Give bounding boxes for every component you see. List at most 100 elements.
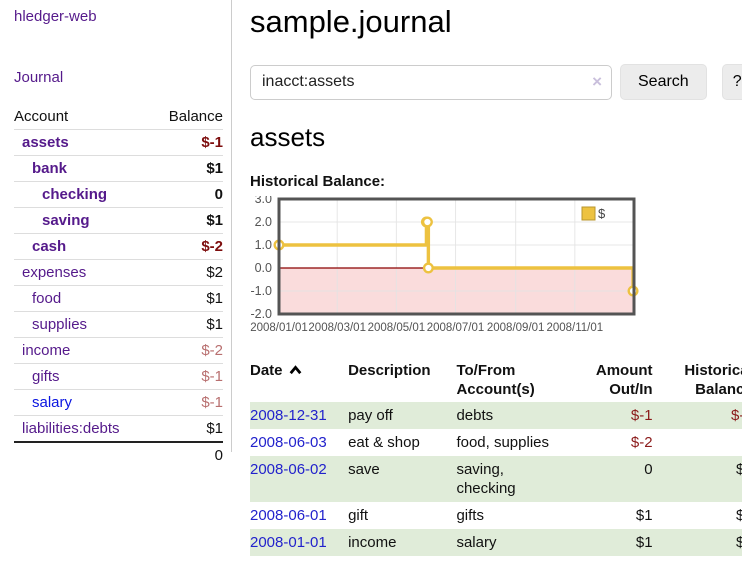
transaction-balance: $1	[736, 534, 742, 551]
account-link-expenses[interactable]: expenses	[22, 264, 87, 281]
account-total-row: 0	[14, 441, 223, 468]
account-link-bank[interactable]: bank	[32, 160, 68, 177]
svg-text:3.0: 3.0	[255, 196, 272, 206]
brand-link[interactable]: hledger-web	[14, 8, 97, 25]
column-header-description: Description	[348, 362, 431, 379]
account-link-salary[interactable]: salary	[32, 394, 73, 411]
register-table: Date Description To/From Account(s) Amou…	[250, 358, 742, 556]
account-balance: $1	[206, 160, 223, 177]
account-link-assets[interactable]: assets	[22, 134, 69, 151]
svg-text:1.0: 1.0	[255, 238, 272, 252]
account-link-checking[interactable]: checking	[42, 186, 108, 203]
transaction-accounts: salary	[456, 534, 497, 551]
account-row: salary $-1	[14, 389, 223, 415]
transaction-date-link[interactable]: 2008-12-31	[250, 407, 327, 424]
account-link-gifts[interactable]: gifts	[32, 368, 60, 385]
total-balance: 0	[214, 447, 223, 464]
svg-text:0.0: 0.0	[255, 261, 272, 275]
transaction-amount: 0	[644, 461, 653, 478]
transaction-row: 2008-12-31 pay off debts $-1 $-1	[250, 402, 742, 429]
transaction-balance: 0	[653, 429, 742, 456]
account-row: bank $1	[14, 155, 223, 181]
svg-text:2008/09/01: 2008/09/01	[487, 322, 545, 334]
account-balance: $1	[206, 212, 223, 229]
account-balance: $1	[206, 420, 223, 437]
historical-balance-chart: $3.0 2.0 1.0 0.0 -1.0 -2.0 2008/01/01 2008/03/0…	[243, 192, 742, 342]
svg-text:2.0: 2.0	[255, 215, 272, 229]
svg-text:$: $	[598, 206, 606, 221]
transaction-row: 2008-06-01 gift gifts $1 $2	[250, 502, 742, 529]
account-balance: 0	[214, 186, 223, 203]
transaction-description: gift	[348, 507, 369, 524]
transaction-accounts: saving, checking	[456, 461, 516, 497]
account-balance-table: Account Balance assets $-1 bank $1 check…	[14, 104, 223, 468]
transaction-amount: $1	[635, 507, 653, 524]
transaction-description: pay off	[348, 407, 393, 424]
search-bar: × Search ?	[250, 64, 742, 100]
transaction-amount: $1	[635, 534, 653, 551]
account-balance: $-1	[201, 368, 223, 385]
account-link-income[interactable]: income	[22, 342, 71, 359]
transaction-date-link[interactable]: 2008-06-01	[250, 507, 327, 524]
transaction-accounts: food, supplies	[456, 434, 550, 451]
transaction-accounts: debts	[456, 407, 494, 424]
account-link-food[interactable]: food	[32, 290, 62, 307]
column-header-date[interactable]: Date	[250, 358, 348, 402]
page: hledger-web Journal Account Balance asse…	[14, 0, 742, 556]
account-row: supplies $1	[14, 311, 223, 337]
account-link-supplies[interactable]: supplies	[32, 316, 88, 333]
account-link-saving[interactable]: saving	[42, 212, 90, 229]
transaction-balance: $-1	[731, 407, 742, 424]
account-link-cash[interactable]: cash	[32, 238, 67, 255]
search-button[interactable]: Search	[620, 64, 707, 100]
transaction-balance: $2	[736, 507, 742, 524]
account-balance: $-2	[201, 342, 223, 359]
transaction-description: income	[348, 534, 397, 551]
account-table-header: Account Balance	[14, 104, 223, 129]
nav-journal-link[interactable]: Journal	[14, 69, 64, 86]
account-column-header: Account	[14, 108, 69, 125]
transaction-date-link[interactable]: 2008-01-01	[250, 534, 327, 551]
transaction-amount: $-1	[630, 407, 653, 424]
account-row: expenses $2	[14, 259, 223, 285]
account-heading: assets	[250, 122, 326, 152]
chart-title: Historical Balance:	[250, 173, 386, 190]
account-balance: $-1	[201, 394, 223, 411]
transaction-description: eat & shop	[348, 434, 420, 451]
balance-column-header: Balance	[168, 108, 223, 125]
column-header-balance: Historical Balance	[684, 362, 742, 398]
svg-text:2008/03/01: 2008/03/01	[308, 322, 366, 334]
transaction-date-link[interactable]: 2008-06-03	[250, 434, 327, 451]
account-link-liabilities-debts[interactable]: liabilities:debts	[22, 420, 120, 437]
search-input[interactable]	[250, 64, 612, 100]
account-balance: $-2	[201, 238, 223, 255]
account-balance: $1	[206, 316, 223, 333]
svg-text:-1.0: -1.0	[250, 284, 272, 298]
sort-ascending-icon	[289, 361, 302, 380]
svg-text:2008/01/01: 2008/01/01	[250, 322, 308, 334]
account-row: checking 0	[14, 181, 223, 207]
transaction-date-link[interactable]: 2008-06-02	[250, 461, 327, 478]
account-row: income $-2	[14, 337, 223, 363]
svg-text:2008/05/01: 2008/05/01	[368, 322, 426, 334]
column-header-accounts: To/From Account(s)	[456, 362, 535, 398]
help-button[interactable]: ?	[721, 64, 742, 100]
main-content: sample.journal × Search ? assets Histori…	[232, 0, 742, 556]
account-row: food $1	[14, 285, 223, 311]
account-balance: $-1	[201, 134, 223, 151]
nav-journal: Journal	[14, 69, 223, 86]
account-balance: $2	[206, 264, 223, 281]
page-title: sample.journal	[250, 4, 452, 39]
register-header-row: Date Description To/From Account(s) Amou…	[250, 358, 742, 402]
clear-search-icon[interactable]: ×	[592, 71, 602, 91]
transaction-row: 2008-06-02 save saving, checking 0 $2	[250, 456, 742, 502]
transaction-row: 2008-01-01 income salary $1 $1	[250, 529, 742, 556]
account-row: cash $-2	[14, 233, 223, 259]
search-input-wrap: ×	[250, 64, 612, 100]
svg-text:2008/07/01: 2008/07/01	[427, 322, 485, 334]
transaction-row: 2008-06-03 eat & shop food, supplies $-2…	[250, 429, 742, 456]
account-row: gifts $-1	[14, 363, 223, 389]
account-balance: $1	[206, 290, 223, 307]
account-row: assets $-1	[14, 129, 223, 155]
column-header-amount: Amount Out/In	[595, 362, 653, 398]
